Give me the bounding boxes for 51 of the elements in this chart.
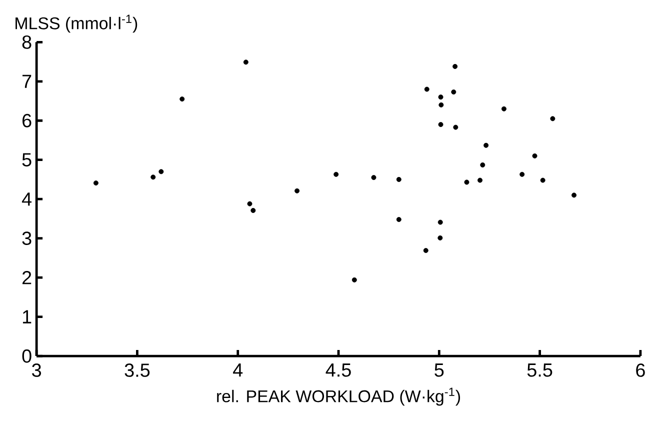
point [501,106,506,112]
point [423,248,428,253]
x-tick-label: 5.5 [527,363,552,377]
y-tick-label: 1 [22,310,32,324]
point [451,89,456,94]
y-tick-label: 0 [22,349,32,363]
point [150,174,156,180]
point [438,102,444,108]
point [572,192,577,198]
point [247,201,252,206]
point [250,208,256,213]
point [352,277,357,282]
x-tick-label: 5 [434,363,444,377]
point [532,153,538,158]
y-tick-label: 3 [22,231,32,245]
x-tick-label: 3.5 [124,363,150,377]
point [484,142,489,148]
point [550,116,556,121]
y-tick-label: 4 [22,192,32,206]
point [396,216,402,222]
point [438,94,444,100]
point [478,178,482,183]
point [438,122,444,127]
y-axis-title: MLSS (mmol·l$^{-1}$) [16,14,138,32]
point [93,180,98,186]
point [158,168,164,174]
point [453,124,458,130]
x-tick-label: 4.5 [326,363,351,377]
point [334,172,339,177]
point [520,172,525,177]
point [243,59,248,64]
point [452,64,458,69]
x-tick-label: 3 [32,363,42,377]
y-tick-label: 8 [22,35,32,49]
point [464,179,470,184]
point [294,188,300,194]
point [371,174,376,180]
point [438,235,443,240]
point [438,220,443,224]
y-tick-label: 5 [22,153,32,166]
point [540,178,546,183]
y-tick-label: 6 [22,114,32,128]
point [396,176,402,182]
x-tick-label: 6 [636,363,645,377]
point [480,162,486,168]
x-axis-title: rel. PEAK WORKLOAD (W·kg$^{-1}$) [217,388,460,406]
point [180,96,185,102]
point [424,86,430,92]
x-tick-label: 4 [233,363,243,376]
y-tick-label: 2 [22,270,32,284]
y-tick-label: 7 [22,74,32,88]
